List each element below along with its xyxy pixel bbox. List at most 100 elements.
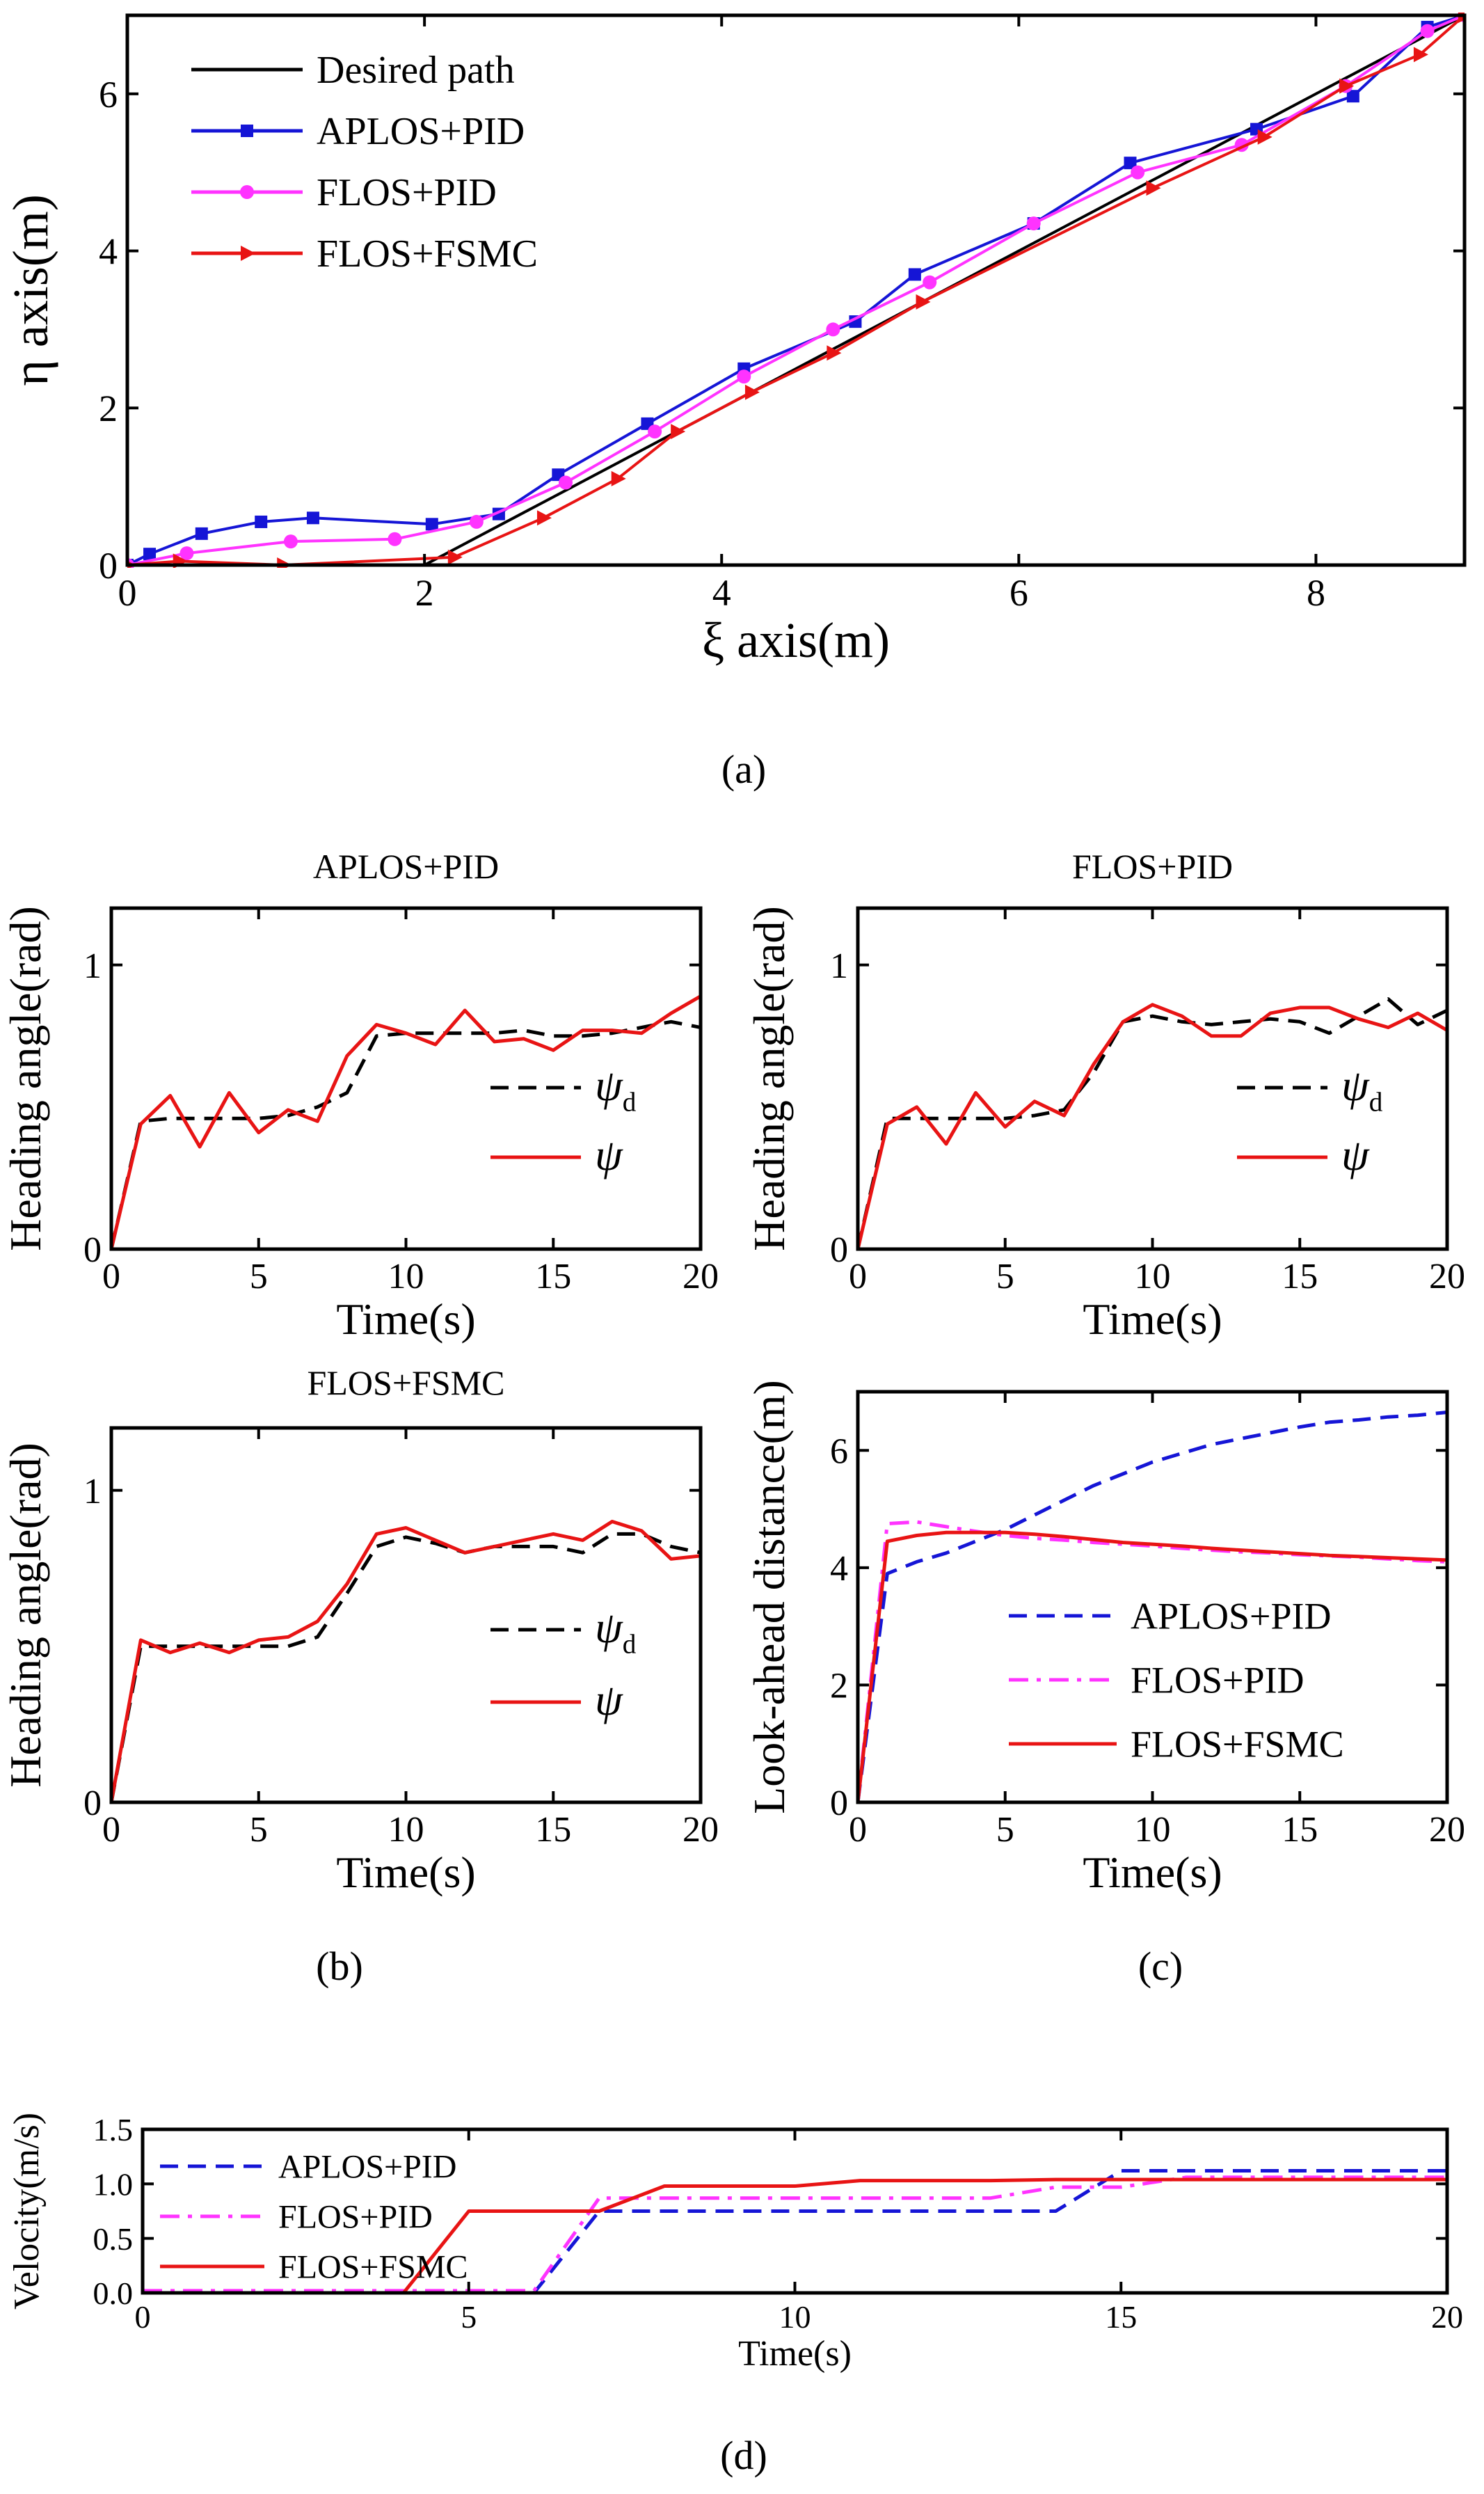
chart-a-series-2-point [923, 275, 937, 289]
chart-b2-xlabel: Time(s) [1083, 1294, 1222, 1344]
chart-c-xtick-label: 15 [1282, 1810, 1318, 1850]
chart-d-legend-2-label: FLOS+FSMC [278, 2248, 468, 2285]
chart-b3-heading-flos-fsmc: 0 5 10 15 20 0 1 Time(s) Heading angle(rad) FLOS+… [1, 1363, 719, 1897]
chart-a-legend-3-marker [241, 246, 255, 261]
chart-a-xtick-label: 0 [118, 572, 137, 614]
chart-a-xtick-label: 6 [1010, 572, 1028, 614]
chart-b3-ylabel: Heading angle(rad) [1, 1443, 50, 1788]
chart-a-series-3-point [1339, 78, 1355, 94]
chart-b3-plot-area [111, 1520, 701, 1803]
chart-c-legend-2-label: FLOS+FSMC [1131, 1723, 1344, 1765]
chart-a-series-1-point [1346, 90, 1359, 103]
chart-b3-xtick-label: 0 [102, 1810, 120, 1850]
chart-a-series-1-point [1124, 157, 1137, 170]
chart-c-ylabel: Look-ahead distance(m) [744, 1380, 794, 1814]
chart-c-xtick-label: 5 [996, 1810, 1014, 1850]
chart-a-series-3-line [127, 14, 1465, 566]
chart-a-xtick-label: 4 [712, 572, 731, 614]
chart-a-series-1-point [306, 511, 319, 525]
chart-c-look-ahead-distance: 0 5 10 15 20 0 2 4 6 Time(s) Look-ahead distance(m… [744, 1380, 1465, 1897]
chart-d-xtick-label: 15 [1105, 2299, 1137, 2335]
chart-c-ytick-label: 4 [830, 1549, 848, 1589]
chart-b1-series-1-line [111, 994, 701, 1250]
chart-b1-title: APLOS+PID [313, 847, 499, 886]
chart-b3-xtick-label: 5 [250, 1810, 268, 1850]
chart-a-legend-2-label: FLOS+PID [317, 171, 497, 214]
chart-b3-series-0-line [111, 1532, 701, 1803]
chart-a-series-2-point [283, 534, 298, 549]
chart-b3-ytick-label: 0 [83, 1784, 102, 1823]
chart-c-xlabel: Time(s) [1083, 1848, 1222, 1897]
chart-b2-legend-1-label: ψ [1341, 1130, 1370, 1180]
chart-b1-xtick-label: 5 [250, 1257, 268, 1296]
chart-b1-xtick-label: 15 [535, 1257, 571, 1296]
chart-d-plot-area [143, 2169, 1447, 2295]
chart-c-xtick-label: 10 [1135, 1810, 1171, 1850]
panel-label-b: (b) [316, 1944, 363, 1989]
chart-a-series-1-line [127, 14, 1465, 566]
chart-a-series-2-point [1131, 165, 1145, 180]
chart-b3-legend-0-label: ψd [595, 1603, 637, 1660]
chart-d-legend-0-label: APLOS+PID [278, 2148, 456, 2185]
chart-b1-legend-0-label: ψd [595, 1061, 637, 1118]
chart-a-series-1-point [143, 548, 157, 561]
chart-b3-title: FLOS+FSMC [308, 1363, 505, 1402]
chart-b1-heading-aplos-pid: 0 5 10 15 20 0 1 Time(s) Heading angle(rad) APLOS… [1, 847, 719, 1344]
chart-b1-xtick-label: 0 [102, 1257, 120, 1296]
panel-label-c: (c) [1138, 1944, 1183, 1989]
chart-c-xtick-label: 0 [849, 1810, 867, 1850]
chart-d-ytick-label: 1.5 [93, 2112, 134, 2147]
chart-b2-title: FLOS+PID [1072, 847, 1233, 886]
chart-a-series-1-point [195, 527, 208, 540]
chart-a-legend-3-label: FLOS+FSMC [317, 232, 538, 276]
chart-b1-legend-1-label: ψ [595, 1130, 623, 1180]
chart-a-series-3-point [671, 424, 686, 440]
chart-a-xtick-label: 8 [1307, 572, 1325, 614]
chart-c-series-2-line [858, 1530, 1447, 1803]
chart-a-series-1-point [425, 518, 438, 531]
chart-c-series-0-line [858, 1411, 1447, 1803]
chart-b3-xlabel: Time(s) [336, 1848, 475, 1897]
chart-a-series-3-point [916, 294, 931, 310]
chart-a-legend-1-marker [241, 125, 253, 137]
chart-a-series-1-point [255, 515, 268, 528]
chart-d-ytick-label: 1.0 [93, 2166, 134, 2202]
chart-c-ytick-label: 0 [830, 1784, 848, 1823]
chart-a-series-3-point [1146, 180, 1161, 196]
chart-a-series-2-point [388, 532, 402, 546]
chart-a-series-2-point [469, 514, 484, 529]
chart-a-ylabel: η axis(m) [3, 194, 58, 386]
chart-b1-ylabel: Heading angle(rad) [1, 906, 50, 1251]
chart-b2-series-1-line [858, 1003, 1447, 1250]
chart-d-xtick-label: 5 [461, 2299, 477, 2335]
chart-a-series-3-point [827, 345, 842, 361]
chart-a-legend-1-label: APLOS+PID [317, 110, 525, 153]
chart-b2-ytick-label: 0 [830, 1230, 848, 1270]
chart-c-ytick-label: 2 [830, 1667, 848, 1706]
chart-d-ylabel: Velocity(m/s) [7, 2113, 47, 2310]
chart-b2-xtick-label: 0 [849, 1257, 867, 1296]
chart-d-legend-1-label: FLOS+PID [278, 2198, 433, 2235]
chart-a-series-3-point [447, 549, 463, 565]
panel-label-a: (a) [721, 747, 766, 792]
chart-a-series-2-point [558, 475, 573, 490]
chart-a-frame [125, 13, 1467, 567]
chart-a-series-2-point [1420, 24, 1435, 38]
chart-b3-xtick-label: 10 [388, 1810, 424, 1850]
chart-a-series-3-point [536, 510, 552, 526]
chart-b3-xtick-label: 15 [535, 1810, 571, 1850]
chart-c-xtick-label: 20 [1429, 1810, 1465, 1850]
chart-d-series-0-line [143, 2169, 1447, 2295]
chart-a-series-3-point [744, 384, 760, 400]
chart-b1-xlabel: Time(s) [336, 1294, 475, 1344]
chart-a-series-2-point [737, 370, 751, 384]
chart-a-ytick-label: 6 [99, 74, 118, 116]
chart-a-ytick-label: 0 [99, 545, 118, 587]
panel-label-d: (d) [720, 2433, 767, 2478]
chart-b1-xtick-label: 20 [683, 1257, 719, 1296]
chart-a-ytick-label: 2 [99, 388, 118, 429]
chart-c-legend-0-label: APLOS+PID [1131, 1595, 1332, 1637]
chart-b2-heading-flos-pid: 0 5 10 15 20 0 1 Time(s) Heading angle(rad) FLOS+… [744, 847, 1465, 1344]
chart-b1-ytick-label: 1 [83, 946, 102, 986]
chart-b3-legend-1-label: ψ [595, 1675, 623, 1724]
